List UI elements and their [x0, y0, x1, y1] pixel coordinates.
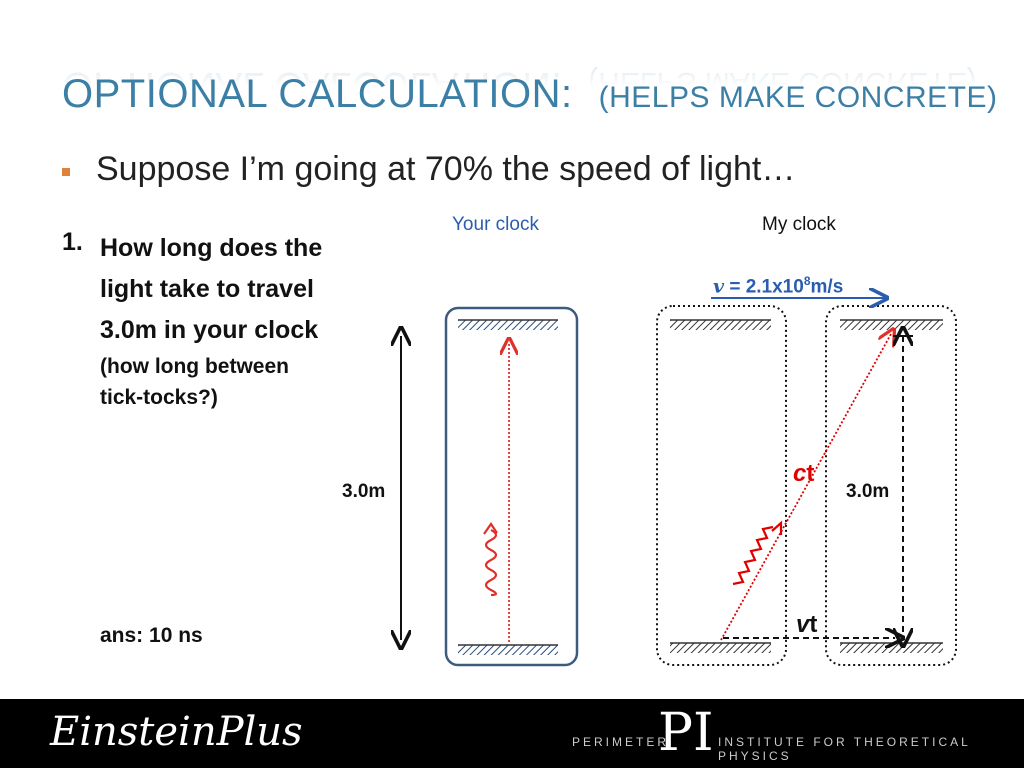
question-line-1: How long does the — [100, 234, 323, 262]
perimeter-text: PERIMETER — [572, 735, 670, 749]
footer-bar: EinsteinPlus PERIMETER PI INSTITUTE FOR … — [0, 699, 1024, 768]
title-reflection: OPTIONAL CALCULATION: (HELPS MAKE CONCRET… — [62, 64, 977, 108]
height-label-right: 3.0m — [846, 481, 890, 502]
vt-t: t — [809, 611, 818, 638]
velocity-exponent: 8 — [803, 274, 811, 288]
my-clock-start-top-mirror — [670, 320, 771, 330]
question-number: 1. — [62, 228, 83, 256]
bullet-marker — [62, 167, 70, 176]
slide-title-sub: (HELPS MAKE CONCRETE) — [598, 81, 998, 114]
height-label-left: 3.0m — [342, 481, 386, 502]
my-clock-end-top-mirror — [840, 320, 943, 330]
your-clock-label: Your clock — [452, 214, 539, 235]
your-clock-top-mirror — [458, 320, 558, 330]
my-clock-label: My clock — [762, 214, 836, 235]
question-sub-line-1: (how long between — [100, 355, 289, 378]
slide-title-main: OPTIONAL CALCULATION: — [62, 72, 573, 116]
your-clock-bottom-mirror — [458, 645, 558, 655]
slide-title: OPTIONAL CALCULATION: (HELPS MAKE CONCRET… — [62, 72, 998, 117]
question-line-2: light take to travel — [100, 275, 314, 303]
velocity-value: = 2.1x10 — [724, 276, 804, 298]
ct-c: c — [793, 460, 807, 487]
bullet-point: Suppose I’m going at 70% the speed of li… — [62, 150, 795, 189]
ct-t: t — [806, 460, 815, 487]
bullet-text: Suppose I’m going at 70% the speed of li… — [96, 150, 796, 188]
question-sub-line-2: tick-tocks?) — [100, 386, 218, 409]
your-clock-frame — [444, 306, 579, 667]
velocity-label: v = 2.1x108m/s — [713, 274, 843, 298]
my-clock-frame-start — [656, 305, 787, 666]
my-clock-start-bottom-mirror — [670, 643, 771, 653]
einsteinplus-logo: EinsteinPlus — [50, 709, 303, 755]
velocity-symbol: v — [713, 275, 725, 298]
vt-label: vt — [796, 611, 817, 639]
ct-label: ct — [793, 460, 814, 488]
vt-v: v — [796, 611, 810, 638]
question-line-3: 3.0m in your clock — [100, 316, 319, 344]
institute-text: INSTITUTE FOR THEORETICAL PHYSICS — [718, 735, 971, 763]
velocity-unit: m/s — [810, 276, 844, 298]
your-clock-photon-arrowhead — [483, 522, 498, 535]
question-block: 1. How long does the light take to trave… — [62, 228, 322, 413]
perimeter-pi-logo: PI — [658, 703, 714, 763]
moving-photon-wave — [732, 525, 774, 586]
your-clock-photon-wave — [484, 529, 498, 597]
my-clock-end-bottom-mirror — [840, 643, 943, 653]
answer-text: ans: 10 ns — [100, 624, 203, 647]
moving-photon-arrowhead — [771, 520, 783, 535]
